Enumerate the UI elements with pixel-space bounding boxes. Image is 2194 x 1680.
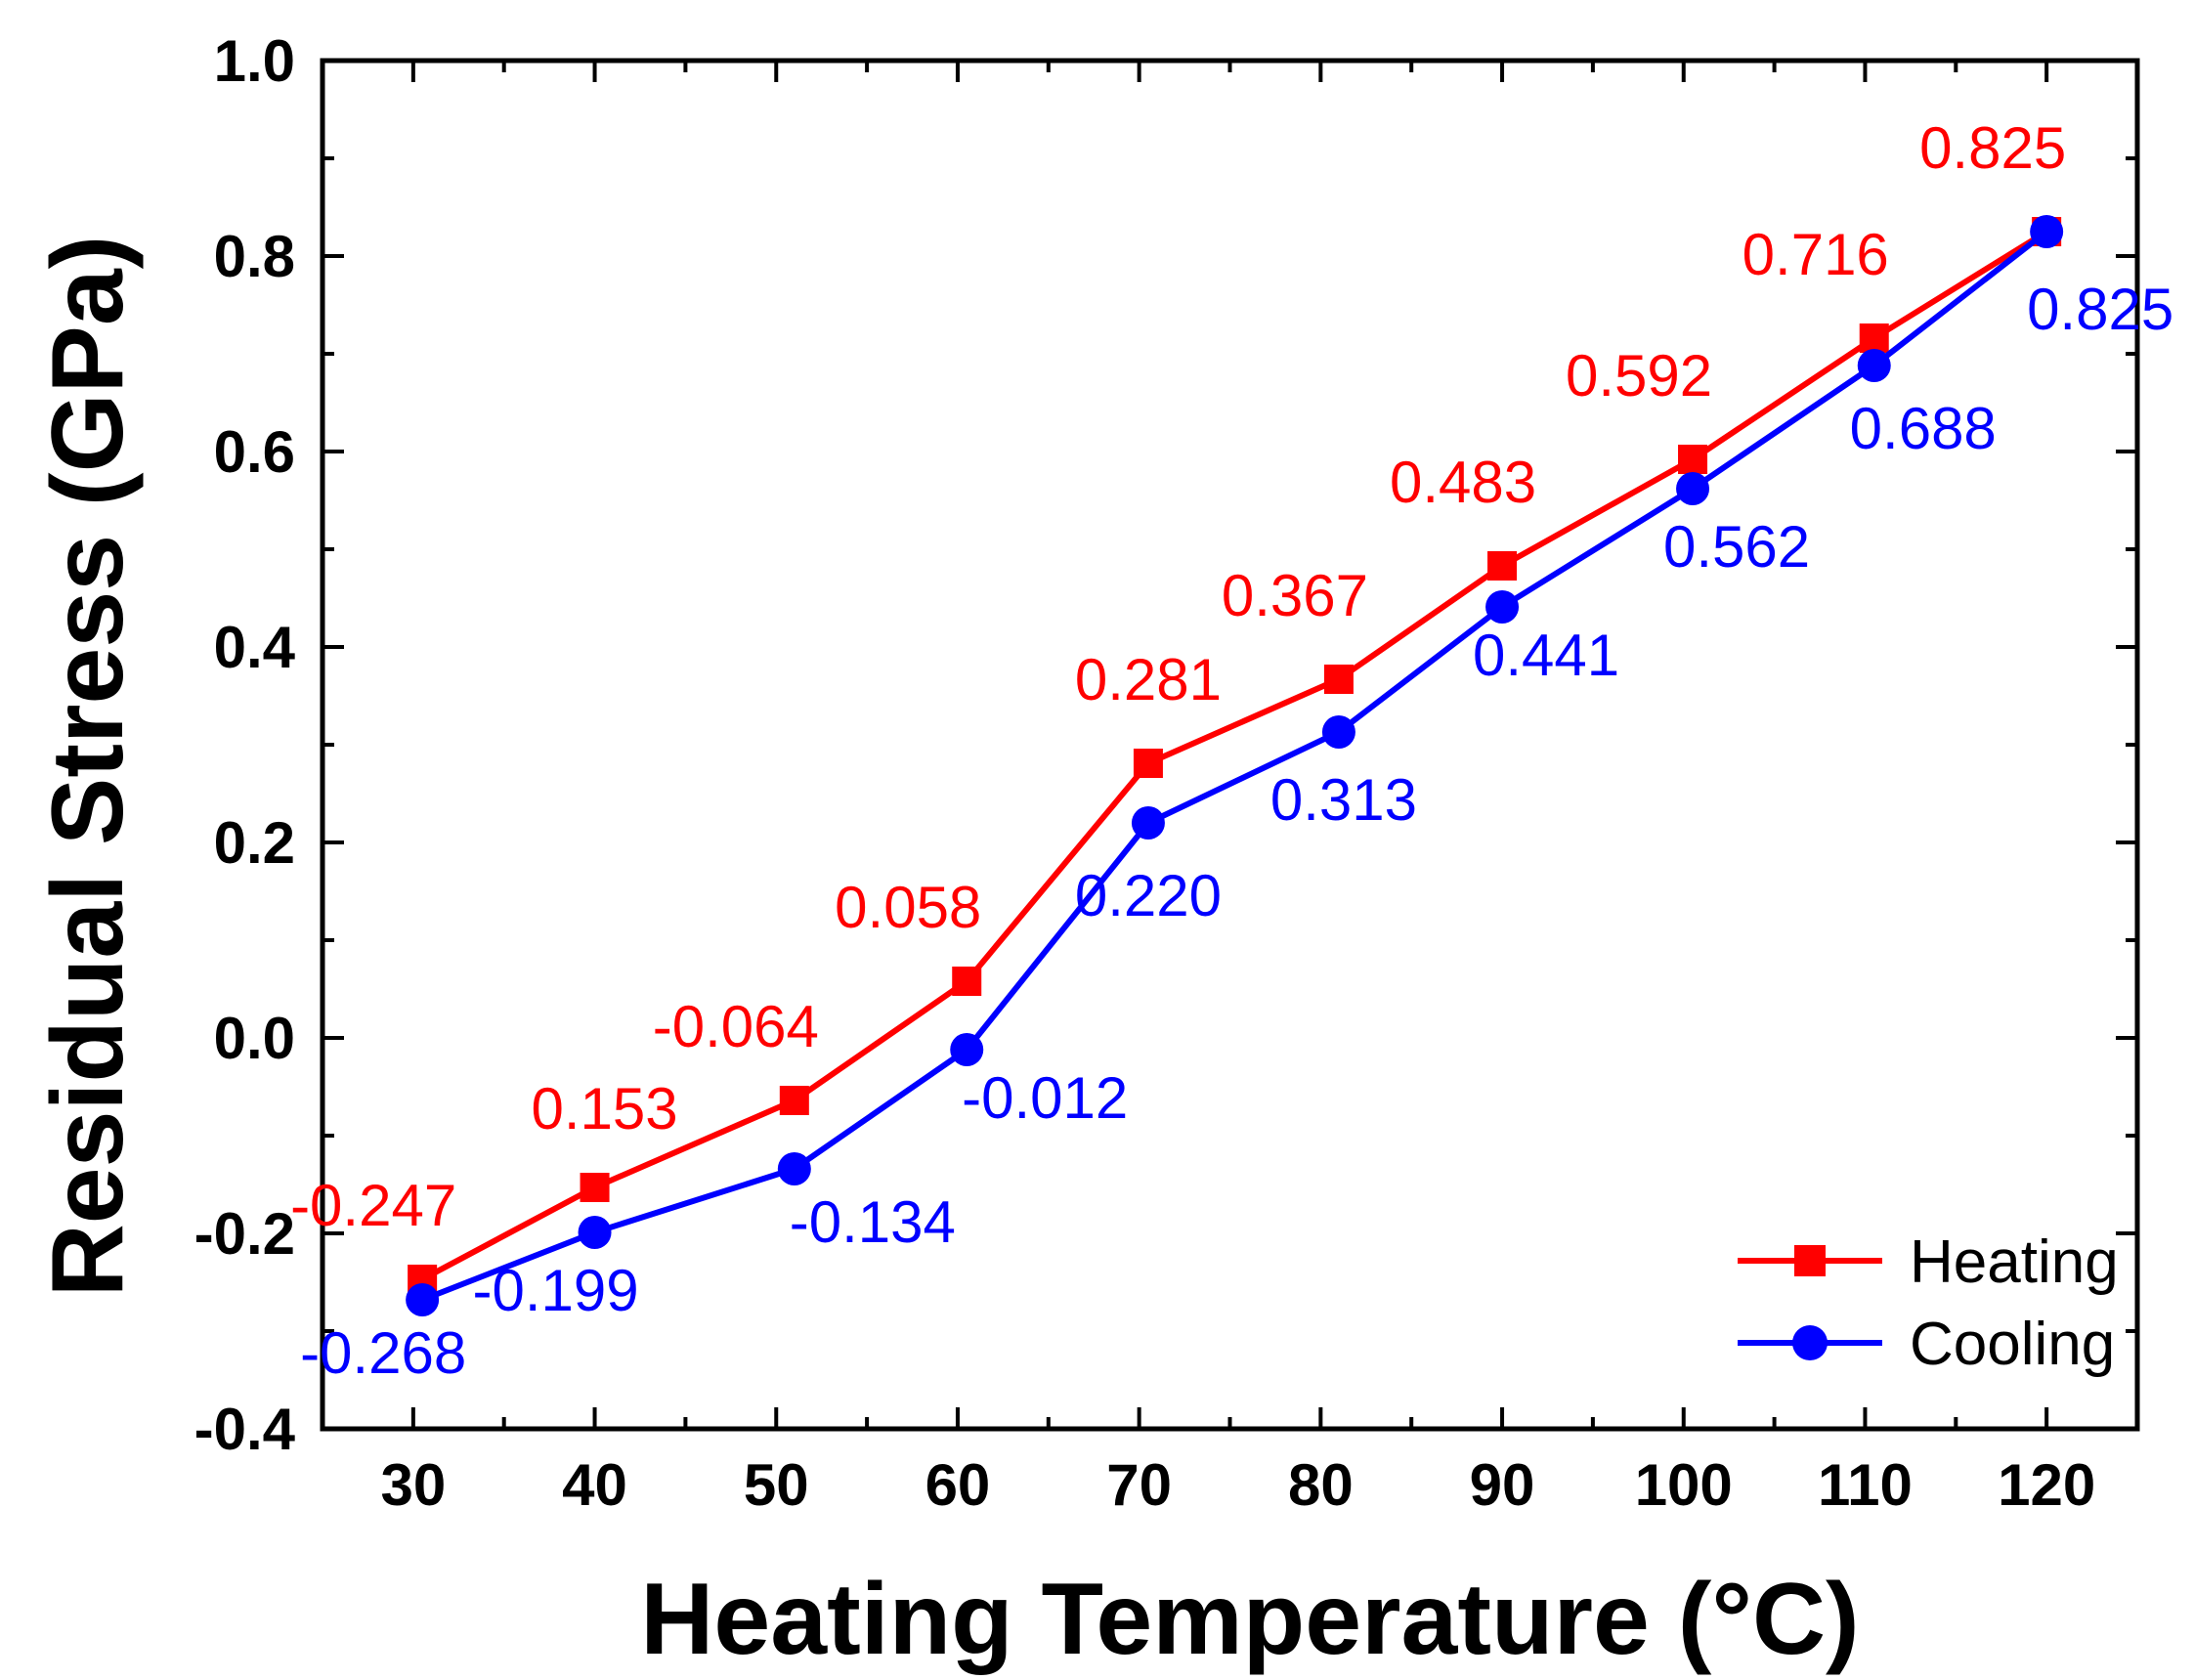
y-tick-label: -0.2 — [194, 1201, 295, 1267]
cooling-point — [578, 1216, 612, 1249]
x-tick-label: 30 — [380, 1452, 446, 1518]
y-tick-label: 0.0 — [214, 1006, 295, 1071]
heating-data-label: 0.058 — [835, 875, 981, 940]
x-tick-label: 120 — [1998, 1452, 2095, 1518]
y-tick-label: 0.4 — [214, 615, 296, 680]
cooling-data-label: -0.134 — [790, 1189, 956, 1255]
y-tick-label: 0.2 — [214, 810, 295, 876]
series-line-cooling — [421, 229, 2048, 1303]
heating-data-label: 0.825 — [1919, 115, 2066, 181]
heating-point — [1133, 749, 1163, 778]
x-tick-label: 100 — [1635, 1452, 1733, 1518]
heating-data-label: 0.367 — [1222, 563, 1368, 628]
y-tick-label: 0.8 — [214, 224, 295, 289]
cooling-data-label: -0.012 — [962, 1065, 1128, 1131]
legend-cooling-marker — [1792, 1325, 1828, 1360]
cooling-data-label: 0.688 — [1850, 396, 1997, 461]
plot-layer: 30 40 50 60 70 80 90 100 110 120 -0.4 -0.2 0.0 0.2 0.4… — [194, 28, 2174, 1518]
cooling-data-label: 0.313 — [1270, 767, 1417, 833]
heating-point — [779, 1086, 809, 1115]
heating-data-label: 0.592 — [1566, 343, 1712, 409]
legend-heating-marker — [1794, 1245, 1826, 1276]
legend-heating-label: Heating — [1910, 1228, 2119, 1296]
series-line-heating — [420, 229, 2048, 1282]
x-tick-label: 70 — [1106, 1452, 1172, 1518]
cooling-point — [1857, 349, 1891, 382]
heating-point — [952, 967, 982, 996]
x-tick-label: 40 — [562, 1452, 627, 1518]
x-axis-title: Heating Temperature (°C) — [640, 1563, 1859, 1676]
x-tick-label: 80 — [1288, 1452, 1354, 1518]
heating-point — [1323, 665, 1354, 694]
heating-point — [580, 1173, 610, 1202]
heating-data-label: 0.716 — [1742, 222, 1889, 287]
x-tick-label: 110 — [1818, 1452, 1913, 1518]
heating-point — [1487, 551, 1518, 581]
heating-data-label: -0.247 — [290, 1173, 456, 1238]
y-tick-label: -0.4 — [194, 1397, 296, 1462]
x-tick-label: 60 — [925, 1452, 991, 1518]
legend: Heating Cooling — [1738, 1228, 2119, 1378]
cooling-data-label: -0.199 — [472, 1258, 638, 1323]
cooling-data-label: 0.562 — [1663, 514, 1810, 580]
heating-data-label: -0.064 — [653, 994, 819, 1059]
cooling-point — [1485, 590, 1520, 624]
y-tick-label: 0.6 — [214, 419, 295, 485]
heating-data-label: 0.153 — [531, 1076, 677, 1142]
x-tick-label: 50 — [744, 1452, 809, 1518]
cooling-point — [1321, 715, 1355, 749]
legend-cooling-label: Cooling — [1910, 1311, 2115, 1378]
cooling-point — [1676, 472, 1710, 505]
cooling-data-label: 0.220 — [1075, 863, 1222, 928]
cooling-point — [1131, 806, 1165, 840]
y-axis-title: Residual Stress (GPa) — [31, 236, 145, 1298]
cooling-point — [950, 1033, 984, 1066]
heating-data-label: 0.281 — [1075, 647, 1222, 712]
heating-point — [1678, 445, 1708, 474]
cooling-data-label: -0.268 — [300, 1320, 466, 1386]
cooling-point — [406, 1283, 440, 1316]
cooling-data-label: 0.825 — [2027, 277, 2173, 342]
cooling-data-label: 0.441 — [1473, 623, 1619, 688]
x-tick-label: 90 — [1470, 1452, 1535, 1518]
y-tick-label: 1.0 — [214, 28, 295, 94]
heating-point — [1859, 323, 1889, 353]
heating-data-label: 0.483 — [1390, 450, 1536, 515]
cooling-point — [777, 1152, 811, 1185]
cooling-point — [2030, 215, 2064, 248]
